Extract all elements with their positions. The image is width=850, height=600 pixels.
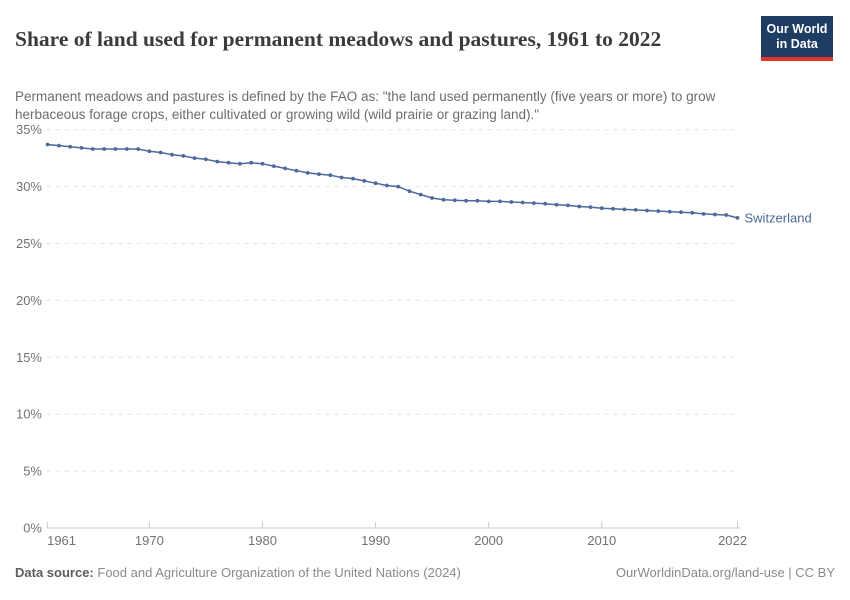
data-point[interactable] <box>90 147 95 151</box>
data-point[interactable] <box>373 181 378 186</box>
x-axis-label: 1970 <box>135 533 164 548</box>
chart-footer: Data source: Food and Agriculture Organi… <box>15 565 835 580</box>
data-point[interactable] <box>226 160 231 165</box>
data-point[interactable] <box>645 208 649 213</box>
x-axis-label: 1961 <box>47 533 76 548</box>
data-point[interactable] <box>554 202 559 207</box>
data-point[interactable] <box>690 210 695 215</box>
data-point[interactable] <box>79 146 84 150</box>
series-label-switzerland[interactable]: Switzerland <box>745 210 812 225</box>
data-point[interactable] <box>441 197 446 202</box>
data-point[interactable] <box>633 208 638 212</box>
x-axis-label: 2010 <box>587 533 616 548</box>
data-point[interactable] <box>260 161 265 166</box>
data-point[interactable] <box>181 154 186 158</box>
data-source: Data source: Food and Agriculture Organi… <box>15 565 461 580</box>
data-point[interactable] <box>215 159 220 164</box>
y-axis-label: 20% <box>16 293 42 308</box>
data-point[interactable] <box>68 144 73 149</box>
chart-subtitle: Permanent meadows and pastures is define… <box>15 88 716 123</box>
y-axis-label: 30% <box>16 179 42 194</box>
data-point[interactable] <box>147 149 152 154</box>
data-point[interactable] <box>271 164 276 168</box>
data-point[interactable] <box>351 176 355 181</box>
y-axis-label: 5% <box>23 464 42 479</box>
data-point[interactable] <box>475 198 480 203</box>
chart-canvas[interactable]: 35% 30% 25% 20% 15% 10% 5% 0% 1961 1970 1980 1990 20… <box>0 118 850 568</box>
data-point[interactable] <box>385 183 389 188</box>
data-point[interactable] <box>656 209 661 213</box>
owid-logo[interactable]: Our World in Data <box>761 16 833 61</box>
data-point[interactable] <box>113 147 118 151</box>
y-axis-label: 25% <box>16 236 42 251</box>
data-point[interactable] <box>509 200 514 204</box>
data-point[interactable] <box>520 200 525 205</box>
data-point[interactable] <box>532 201 536 205</box>
data-point[interactable] <box>158 150 163 155</box>
y-axis-label: 0% <box>23 521 42 536</box>
data-point[interactable] <box>464 198 468 203</box>
y-axis-label: 15% <box>16 350 42 365</box>
data-point[interactable] <box>57 143 61 148</box>
data-point[interactable] <box>622 207 627 212</box>
data-point[interactable] <box>701 212 706 216</box>
x-axis-label: 1990 <box>361 533 390 548</box>
data-point[interactable] <box>294 168 299 173</box>
x-axis-label: 2022 <box>718 533 747 548</box>
data-source-label: Data source: <box>15 565 94 580</box>
data-point[interactable] <box>102 147 107 151</box>
chart-title: Share of land used for permanent meadows… <box>15 27 662 52</box>
data-point[interactable] <box>124 147 129 151</box>
data-point[interactable] <box>724 213 729 217</box>
license-link[interactable]: OurWorldinData.org/land-use | CC BY <box>615 565 835 580</box>
data-point[interactable] <box>452 198 457 203</box>
data-point[interactable] <box>283 166 287 171</box>
owid-logo-line1: Our World <box>766 22 828 36</box>
data-point[interactable] <box>667 209 672 214</box>
data-source-text: Food and Agriculture Organization of the… <box>97 565 461 580</box>
data-point[interactable] <box>249 160 254 165</box>
data-point[interactable] <box>204 157 208 162</box>
x-axis-label: 1980 <box>248 533 277 548</box>
data-point[interactable] <box>566 203 570 208</box>
data-point[interactable] <box>418 192 423 197</box>
data-point[interactable] <box>328 173 333 178</box>
data-point[interactable] <box>577 204 582 209</box>
data-line-switzerland[interactable] <box>47 143 738 219</box>
data-point[interactable] <box>170 152 174 157</box>
data-point[interactable] <box>305 171 310 175</box>
data-point[interactable] <box>713 212 717 217</box>
data-point[interactable] <box>396 184 401 189</box>
data-point[interactable] <box>588 205 593 209</box>
data-point[interactable] <box>407 189 412 194</box>
y-axis-label: 35% <box>16 122 42 137</box>
data-point[interactable] <box>317 172 321 176</box>
data-point[interactable] <box>362 179 367 183</box>
data-point[interactable] <box>238 161 242 166</box>
data-point[interactable] <box>735 216 740 220</box>
data-point[interactable] <box>679 210 683 215</box>
data-point[interactable] <box>486 199 491 204</box>
y-axis-label: 10% <box>16 407 42 422</box>
data-point[interactable] <box>611 206 615 211</box>
data-point[interactable] <box>543 201 548 206</box>
data-point[interactable] <box>599 206 604 211</box>
x-axis-label: 2000 <box>474 533 503 548</box>
owid-logo-line2: in Data <box>776 37 818 51</box>
data-point[interactable] <box>498 199 502 204</box>
data-point[interactable] <box>430 196 434 200</box>
line-chart[interactable]: 35% 30% 25% 20% 15% 10% 5% 0% 1961 1970 1980 1990 20… <box>0 118 850 568</box>
data-point[interactable] <box>45 142 50 147</box>
data-point[interactable] <box>339 175 344 180</box>
data-point[interactable] <box>136 147 141 151</box>
data-point[interactable] <box>192 156 197 160</box>
